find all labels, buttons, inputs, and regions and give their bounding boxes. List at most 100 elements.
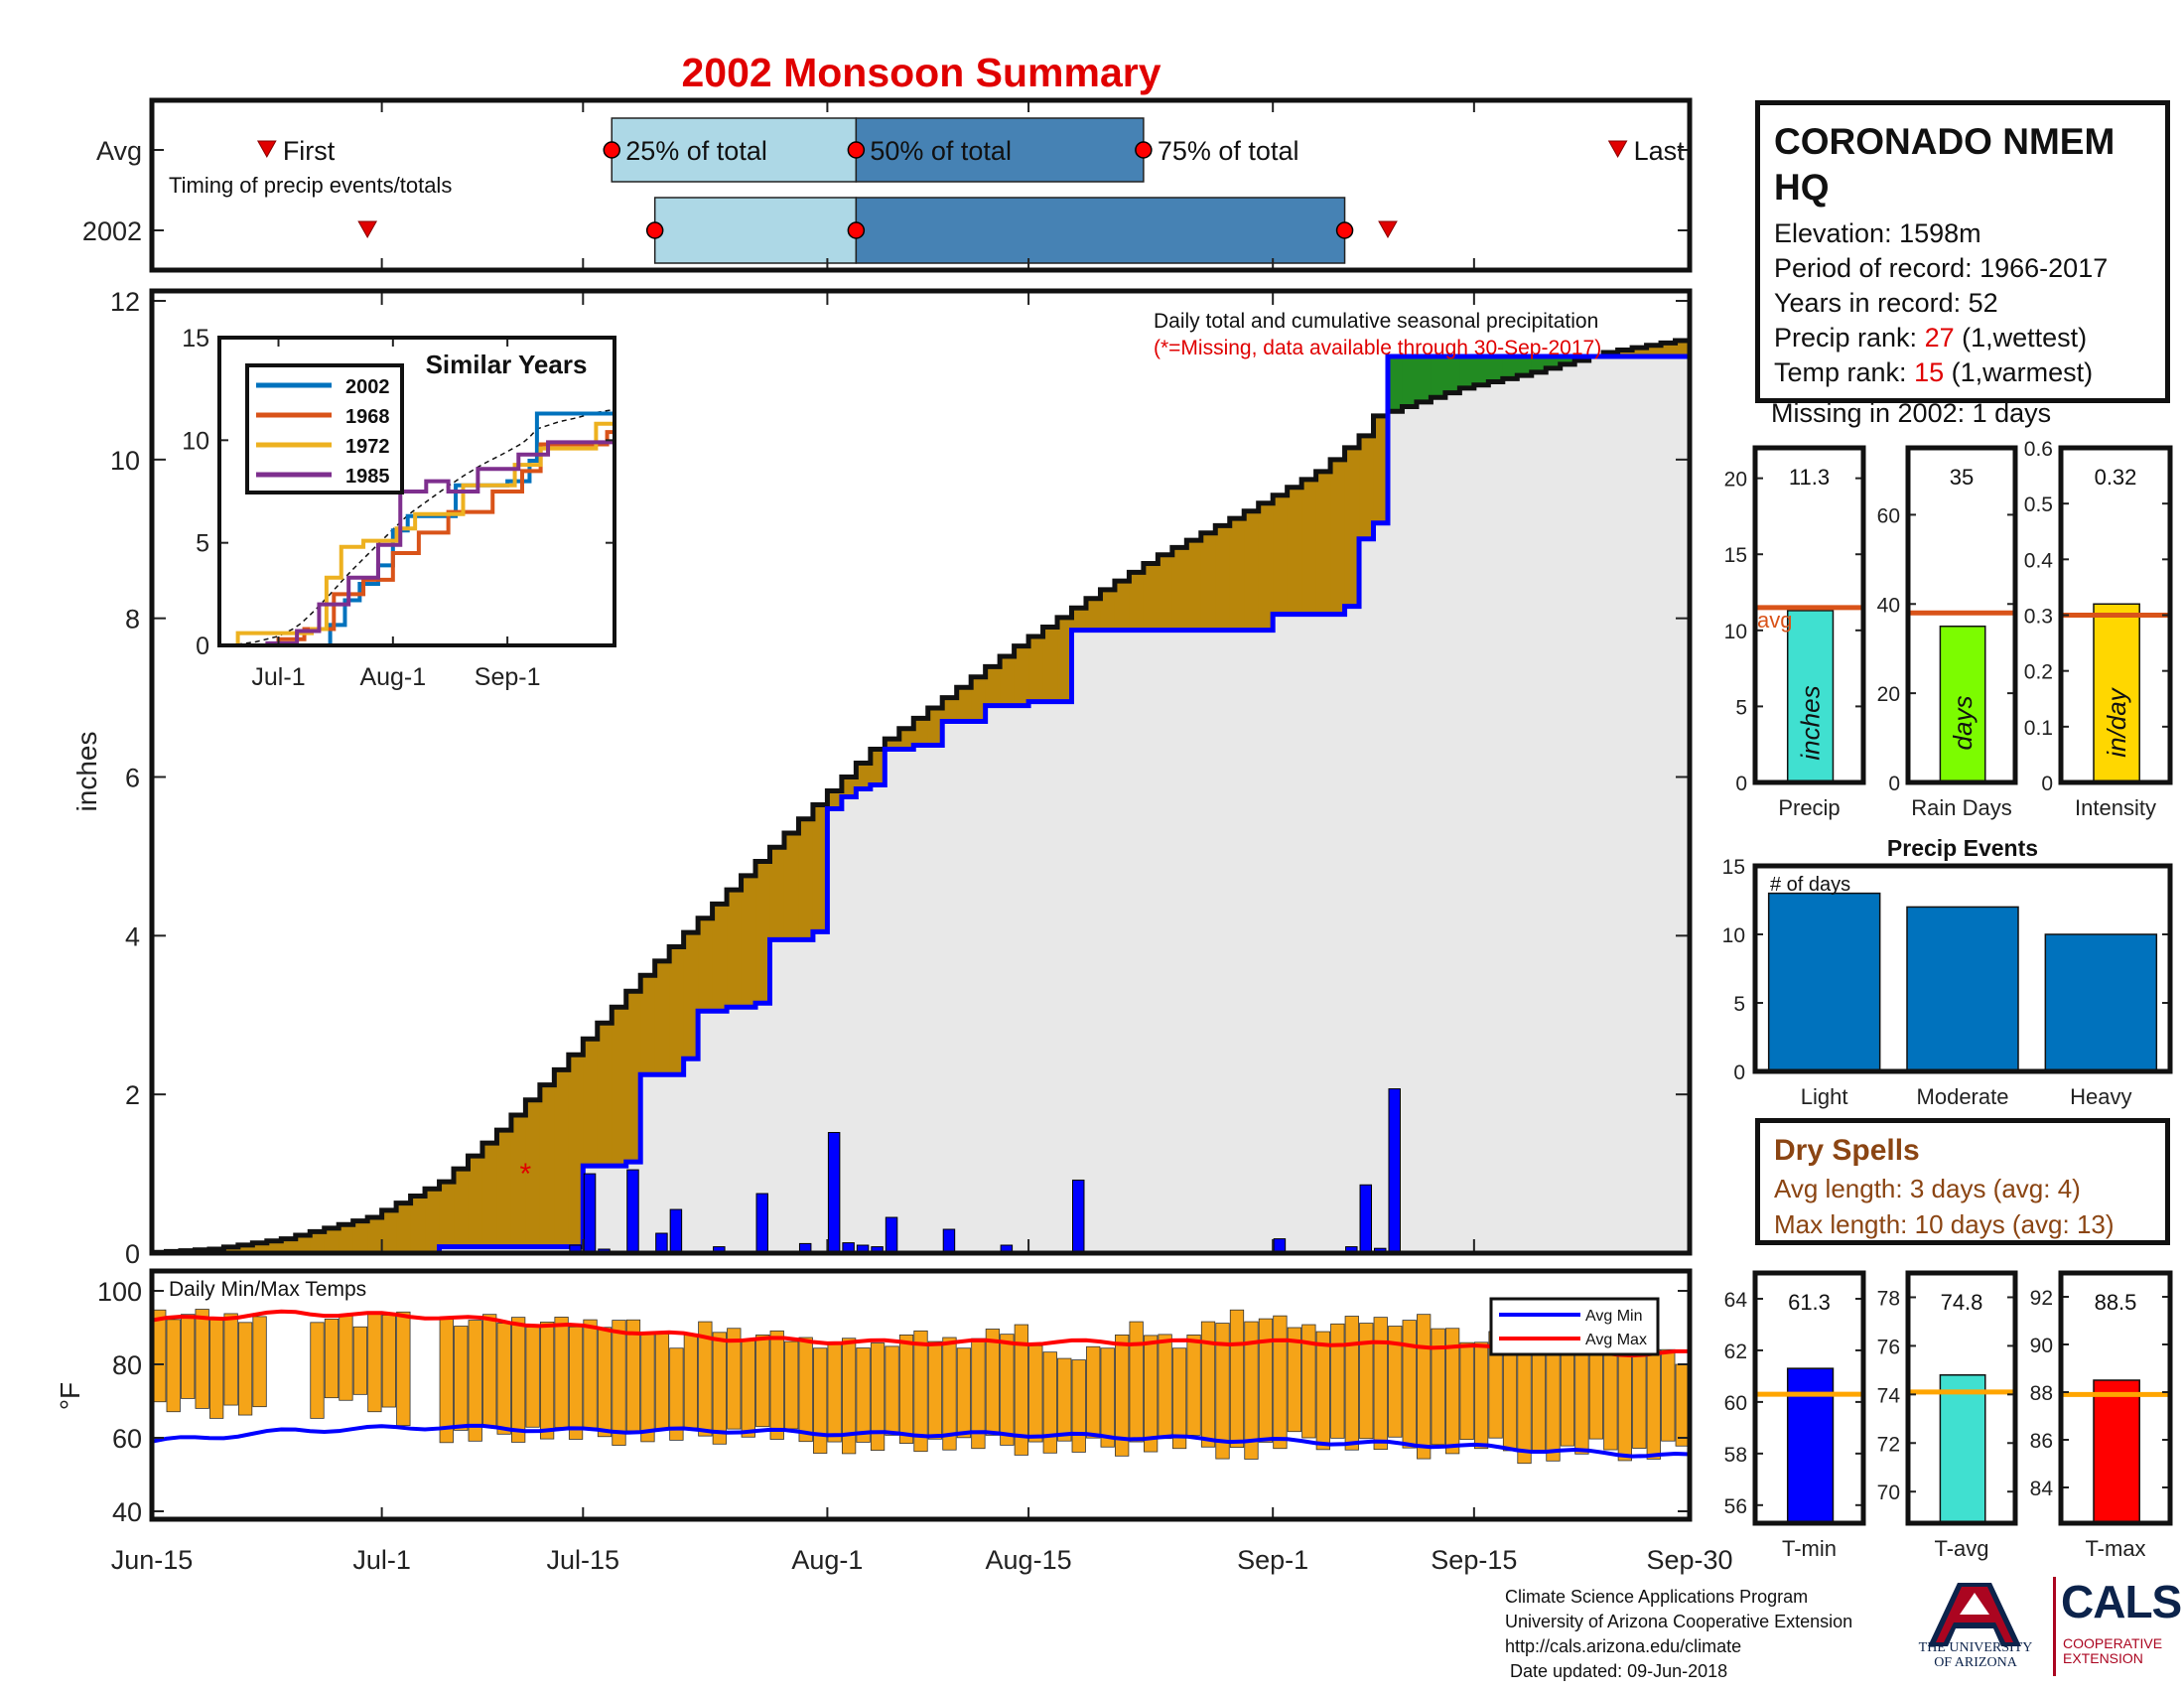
inset-y-tick-label: 0: [196, 633, 209, 660]
summary-summary_intensity-y-tick-label: 0.1: [2024, 717, 2053, 740]
below-average-area: [755, 861, 771, 1004]
summary-summary_raindays-frame: [1905, 445, 2018, 785]
below-average-area: [510, 1114, 526, 1247]
below-average-area: [295, 1235, 311, 1253]
inset-x-tick-label: Jul-1: [251, 663, 305, 691]
precip-events-y-tick-label: 15: [1722, 856, 1745, 879]
summary-summary_intensity-x-label: Intensity: [2075, 795, 2156, 820]
daily-temp-range-bar: [1646, 1348, 1661, 1460]
temps-y-axis-label: °F: [55, 1382, 85, 1410]
legend-label-2002: 2002: [345, 376, 390, 398]
below-average-area: [1100, 589, 1116, 631]
daily-temp-range-bar: [525, 1327, 540, 1428]
daily-temp-range-bar: [1431, 1328, 1445, 1446]
daily-temp-range-bar: [985, 1329, 1001, 1436]
below-average-area: [625, 991, 641, 1163]
daily-temp-range-bar: [1402, 1320, 1417, 1449]
above-average-area: [1546, 355, 1562, 368]
below-average-area: [870, 749, 886, 785]
summary-summary_tavg-y-tick-label: 70: [1877, 1481, 1900, 1504]
daily-temp-range-bar: [1531, 1342, 1547, 1454]
daily-temp-range-bar: [741, 1339, 755, 1438]
daily-temp-range-bar: [942, 1337, 957, 1451]
similar-years-inset-frame: [217, 336, 616, 647]
daily-temp-range-bar: [870, 1342, 886, 1451]
precip-y-tick-label: 12: [110, 287, 140, 317]
date-axis-tick-label: Aug-1: [791, 1545, 863, 1575]
summary-summary_raindays-x-label: Rain Days: [1911, 795, 2011, 820]
precip-events-annotation: # of days: [1770, 874, 1850, 896]
daily-temp-range-bar: [784, 1340, 799, 1430]
below-average-area: [237, 1244, 253, 1253]
below-average-area: [741, 875, 756, 1008]
daily-temp-range-bar: [698, 1321, 713, 1437]
summary-summary_precip-y-tick-label: 10: [1724, 621, 1747, 643]
below-average-area: [223, 1246, 239, 1253]
temp-rank: Temp rank: 15 (1,warmest): [1774, 355, 2151, 390]
summary-summary_tmax-frame: [2058, 1270, 2173, 1526]
daily-temp-range-bar: [1215, 1323, 1230, 1460]
timing-avg-first-marker: [256, 140, 277, 159]
daily-precip-bar: [755, 1193, 768, 1254]
footer-url[interactable]: http://cals.arizona.edu/climate: [1505, 1636, 1742, 1656]
daily-temp-range-bar: [1560, 1350, 1575, 1447]
summary-summary_tmax-x-label: T-max: [2085, 1536, 2145, 1561]
timing-2002-last-marker: [1378, 220, 1398, 239]
summary-summary_intensity-y-tick-label: 0.6: [2024, 438, 2053, 461]
below-average-area: [683, 932, 699, 1059]
temp-rank-suffix: (1,warmest): [1944, 357, 2094, 387]
summary-summary_precip-bar-label: inches: [1796, 685, 1826, 760]
timing-panel-frame: [149, 97, 1693, 273]
summary-summary_tavg-frame: [1905, 1270, 2018, 1526]
summary-summary_tmax-y-tick-label: 90: [2030, 1335, 2053, 1357]
below-average-area: [942, 697, 958, 722]
summary-summary_precip-y-tick-label: 5: [1735, 696, 1747, 719]
precip-y-axis-label: inches: [71, 732, 102, 812]
station-period: Period of record: 1966-2017: [1774, 253, 2109, 283]
summary-summary_raindays-y-tick-label: 20: [1877, 683, 1900, 706]
daily-temp-range-bar: [898, 1335, 914, 1444]
daily-temp-range-bar: [727, 1328, 742, 1430]
summary-summary_tavg-y-tick-label: 76: [1877, 1336, 1900, 1358]
daily-temp-range-bar: [237, 1322, 253, 1416]
daily-temp-range-bar: [339, 1315, 353, 1401]
summary-summary_tmax-value-label: 88.5: [2095, 1290, 2137, 1315]
daily-precip-bar: [669, 1208, 683, 1254]
precip-events-frame: [1752, 863, 2173, 1074]
summary-summary_tavg-bar: [1939, 1374, 1986, 1524]
below-average-area: [1215, 525, 1231, 631]
below-average-area: [612, 1007, 627, 1167]
daily-temp-range-bar: [798, 1337, 813, 1443]
below-average-area: [1273, 494, 1289, 615]
summary-summary_tmin-y-tick-label: 64: [1724, 1289, 1748, 1312]
daily-temp-range-bar: [640, 1334, 655, 1443]
daily-temp-range-bar: [1675, 1363, 1690, 1447]
summary-summary_tmax-y-tick-label: 92: [2030, 1287, 2053, 1310]
daily-precip-bar: [626, 1169, 639, 1254]
precip-y-tick-label: 10: [110, 446, 140, 476]
summary-summary_precip-value-label: 11.3: [1789, 465, 1830, 490]
daily-temp-range-bar: [956, 1347, 972, 1439]
station-elevation: Elevation: 1598m: [1774, 218, 1981, 248]
summary-summary_precip-y-tick-label: 0: [1735, 773, 1747, 795]
below-average-area: [783, 833, 800, 940]
cooperative-extension-wordmark: COOPERATIVE EXTENSION: [2063, 1636, 2162, 1666]
daily-temp-range-bar: [396, 1311, 411, 1427]
below-average-area: [669, 946, 685, 1075]
daily-temp-range-bar: [209, 1318, 224, 1419]
below-average-area: [1171, 547, 1187, 631]
inset-y-tick-label: 15: [182, 325, 209, 353]
daily-temp-range-bar: [1186, 1335, 1201, 1436]
below-average-area: [310, 1231, 326, 1253]
daily-temp-range-bar: [1171, 1347, 1187, 1450]
below-average-area: [481, 1143, 498, 1247]
daily-precip-bar: [655, 1232, 668, 1254]
below-average-area: [885, 739, 900, 750]
below-average-area: [1344, 447, 1360, 607]
daily-temp-range-bar: [1000, 1334, 1015, 1446]
below-average-area: [1258, 502, 1274, 631]
below-average-area: [1301, 479, 1317, 615]
daily-temp-range-bar: [625, 1319, 641, 1432]
temps-legend-avg-min-label: Avg Min: [1585, 1308, 1643, 1325]
